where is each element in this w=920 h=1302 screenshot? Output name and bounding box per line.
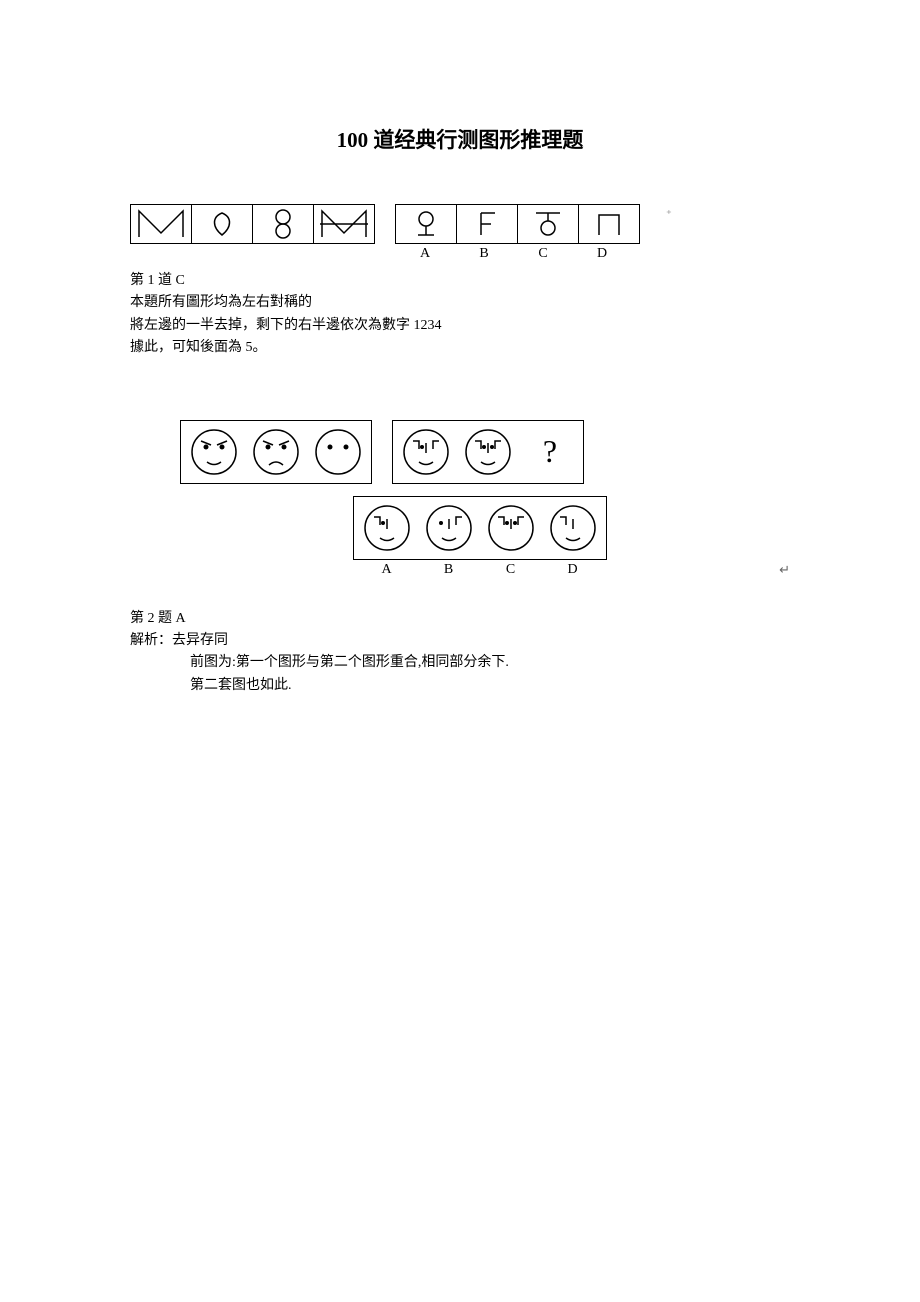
q1-plus-mark: ₊ [666, 204, 672, 217]
document-page: 100 道经典行测图形推理题 [0, 0, 920, 697]
face-icon [486, 503, 536, 553]
q2-label-b: B [418, 562, 480, 578]
q1-label-b: B [454, 246, 514, 262]
q2-left-box [180, 420, 372, 484]
q1-label-a: A [395, 246, 455, 262]
face-icon [313, 427, 363, 477]
face-icon [362, 503, 412, 553]
q1-explanation: 第 1 道 C 本題所有圖形均為左右對稱的 將左邊的一半去掉，剩下的右半邊依次為… [130, 270, 790, 360]
q1-label-d: D [572, 246, 632, 262]
q1-cell-3 [252, 204, 314, 244]
q1-answer-group [395, 204, 640, 244]
q1-sequence-group [130, 204, 375, 244]
face-icon [424, 503, 474, 553]
q2-right-box: ? [392, 420, 584, 484]
enter-mark-icon: ↵ [779, 562, 790, 578]
face-icon [548, 503, 598, 553]
q1-answer-a [395, 204, 457, 244]
q1-exp-line-2: 本題所有圖形均為左右對稱的 [130, 292, 790, 314]
face-icon [463, 427, 513, 477]
q1-cell-2 [191, 204, 253, 244]
q1-exp-line-3: 將左邊的一半去掉，剩下的右半邊依次為數字 1234 [130, 315, 790, 337]
q1-answer-c [517, 204, 579, 244]
page-title: 100 道经典行测图形推理题 [130, 124, 790, 154]
q2-exp-line-3: 前图为:第一个图形与第二个图形重合,相同部分余下. [130, 652, 790, 674]
q1-answer-b [456, 204, 518, 244]
q2-figure: ? [180, 420, 790, 578]
q1-answer-wrap: A B C D [395, 204, 640, 262]
q2-label-d: D [542, 562, 604, 578]
face-icon [401, 427, 451, 477]
q2-exp-line-2: 解析：去异存同 [130, 630, 790, 652]
q1-cell-1 [130, 204, 192, 244]
question-mark: ? [525, 433, 575, 470]
q1-label-c: C [513, 246, 573, 262]
face-icon [251, 427, 301, 477]
q2-label-a: A [356, 562, 418, 578]
q2-labels: A B C D [180, 562, 779, 578]
q1-exp-line-4: 據此，可知後面為 5。 [130, 337, 790, 359]
q2-label-c: C [480, 562, 542, 578]
q2-explanation: 第 2 题 A 解析：去异存同 前图为:第一个图形与第二个图形重合,相同部分余下… [130, 608, 790, 698]
q2-answers-box [353, 496, 607, 560]
q1-exp-line-1: 第 1 道 C [130, 270, 790, 292]
q2-exp-line-1: 第 2 题 A [130, 608, 790, 630]
q1-labels: A B C D [395, 246, 640, 262]
q1-answer-d [578, 204, 640, 244]
q2-exp-line-4: 第二套图也如此. [130, 675, 790, 697]
face-icon [189, 427, 239, 477]
q1-figure: A B C D ₊ [130, 204, 790, 262]
q1-cell-4 [313, 204, 375, 244]
